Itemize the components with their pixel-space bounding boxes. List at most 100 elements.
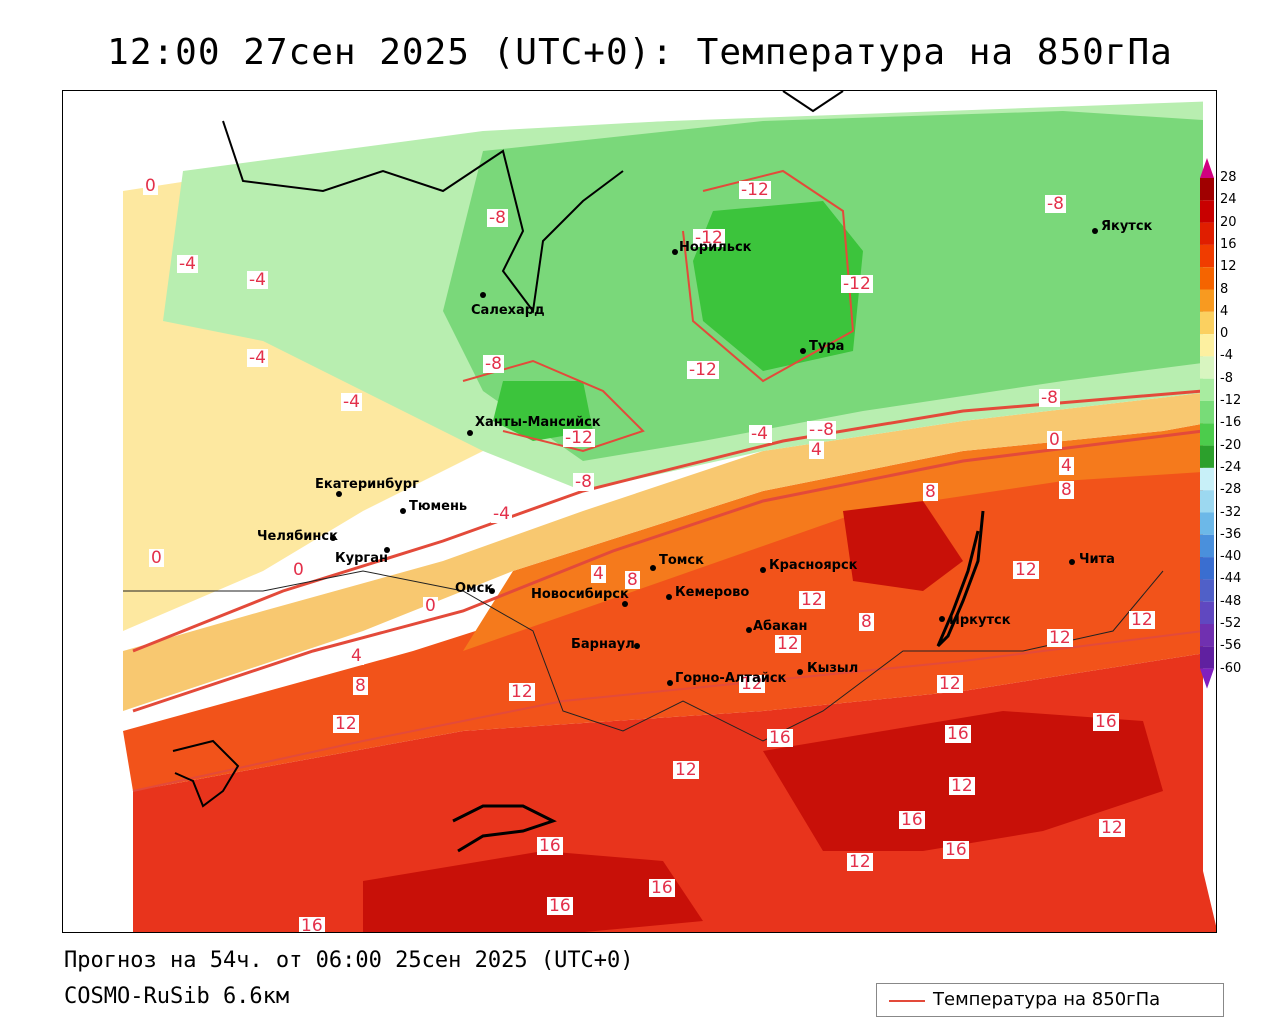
city-label: Тюмень <box>409 499 468 514</box>
isotherm-line <box>132 389 1204 653</box>
colorbar-tick-label: -36 <box>1220 526 1242 542</box>
isotherm-label: 16 <box>649 878 675 898</box>
isotherm-label: -12 <box>687 360 719 380</box>
isotherm-label: 12 <box>937 674 963 694</box>
city-dot <box>760 567 766 573</box>
isotherm-label: 8 <box>859 612 874 632</box>
isotherm-label: 12 <box>847 852 873 872</box>
colorbar-tick-label: -16 <box>1220 415 1242 431</box>
colorbar-swatch <box>1200 244 1214 268</box>
isotherm-label: 16 <box>1093 712 1119 732</box>
isotherm-label: 16 <box>547 896 573 916</box>
city-dot <box>797 669 803 675</box>
colorbar-swatch <box>1200 467 1214 491</box>
isotherm-label: 4 <box>591 564 606 584</box>
isotherm-label: -12 <box>739 180 771 200</box>
isotherm-label: 12 <box>775 634 801 654</box>
isotherm-label: 12 <box>949 776 975 796</box>
isotherm-label: -12 <box>563 428 595 448</box>
city-dot <box>650 565 656 571</box>
isotherm-label: 16 <box>943 840 969 860</box>
map-title: 12:00 27сен 2025 (UTC+0): Температура на… <box>107 32 1173 73</box>
colorbar-tick-label: -60 <box>1220 660 1242 676</box>
isotherm-label: 0 <box>1047 430 1062 450</box>
domain-outside-top <box>63 91 1216 141</box>
zone-hot-dark-3 <box>843 501 963 591</box>
colorbar-swatch <box>1200 512 1214 535</box>
colorbar-tick-label: 16 <box>1220 236 1237 252</box>
isotherm-label: -4 <box>247 348 268 368</box>
isotherm-label: -8 <box>1039 388 1060 408</box>
city-dot <box>672 249 678 255</box>
city-dot <box>800 348 806 354</box>
city-label: Салехард <box>471 303 545 318</box>
isotherm-label: 4 <box>809 440 824 460</box>
city-dot <box>1092 228 1098 234</box>
colorbar-tick-label: 0 <box>1220 326 1229 342</box>
isotherm-label: 4 <box>349 646 364 666</box>
isotherm-label: 12 <box>333 714 359 734</box>
zone-yellow-4 <box>123 391 1216 711</box>
colorbar-swatch <box>1200 200 1214 223</box>
coastline <box>222 120 624 314</box>
isotherm-label: 12 <box>1129 610 1155 630</box>
city-dot <box>336 491 342 497</box>
colorbar-tick-label: -48 <box>1220 593 1242 609</box>
city-dot <box>400 508 406 514</box>
colorbar-tick-label: 4 <box>1220 303 1229 319</box>
isotherm-line <box>462 359 645 453</box>
colorbar-tick-label: -4 <box>1220 348 1233 364</box>
city-label: Екатеринбург <box>315 477 419 492</box>
colorbar-swatch <box>1200 423 1214 446</box>
isotherm-line <box>132 630 1204 792</box>
isotherm-label: 0 <box>149 548 164 568</box>
isotherm-label: 8 <box>1059 480 1074 500</box>
isotherm-label: -8 <box>815 420 836 440</box>
aral-sea <box>172 739 240 808</box>
city-label: Курган <box>335 551 388 566</box>
zone-hot-dark-2 <box>363 851 703 932</box>
colorbar-swatch <box>1200 222 1214 245</box>
city-dot <box>746 627 752 633</box>
isotherm-label: -8 <box>1045 194 1066 214</box>
city-dot <box>1069 559 1075 565</box>
isotherm-label: 12 <box>1013 560 1039 580</box>
city-label: Челябинск <box>257 529 338 544</box>
city-dot <box>939 616 945 622</box>
lake-baikal <box>936 510 985 648</box>
isotherm-label: 12 <box>509 682 535 702</box>
colorbar-swatch <box>1200 289 1214 312</box>
colorbar-swatch <box>1200 356 1214 379</box>
city-label: Абакан <box>753 619 808 634</box>
isotherm-label: 16 <box>537 836 563 856</box>
colorbar-swatch <box>1200 311 1214 335</box>
city-dot <box>666 594 672 600</box>
isotherm-label: 0 <box>291 560 306 580</box>
domain-outside-left <box>63 91 118 932</box>
colorbar-tick-label: -28 <box>1220 482 1242 498</box>
temperature-map[interactable]: 0 -4 -4 -4 -4 -8 -8 -8 -12 -12 -12 -12 -… <box>62 90 1217 933</box>
colorbar-bottom-arrow <box>1200 668 1214 689</box>
colorbar-swatch <box>1200 401 1214 424</box>
colorbar-tick-label: 8 <box>1220 281 1229 297</box>
city-dot <box>330 535 336 541</box>
colorbar-tick-label: 28 <box>1220 170 1237 185</box>
colorbar-tick-label: 24 <box>1220 192 1237 208</box>
isotherm-label: -12 <box>841 274 873 294</box>
city-label: Томск <box>659 553 704 568</box>
legend-line-swatch <box>889 1000 925 1002</box>
city-dot <box>634 643 640 649</box>
city-label: Новосибирск <box>531 587 629 602</box>
colorbar-swatch <box>1200 445 1214 468</box>
isotherm-label: 16 <box>299 916 325 933</box>
map-legend: Температура на 850гПа <box>876 983 1224 1017</box>
colorbar-tick-label: -8 <box>1220 370 1233 386</box>
legend-label: Температура на 850гПа <box>933 989 1161 1010</box>
isotherm-label: -8 <box>483 354 504 374</box>
city-label: Кемерово <box>675 585 750 600</box>
colorbar-tick-label: 20 <box>1220 214 1237 230</box>
city-dot <box>467 430 473 436</box>
city-label: Омск <box>455 581 494 596</box>
colorbar-swatch <box>1200 601 1214 624</box>
city-label: Чита <box>1079 552 1115 567</box>
